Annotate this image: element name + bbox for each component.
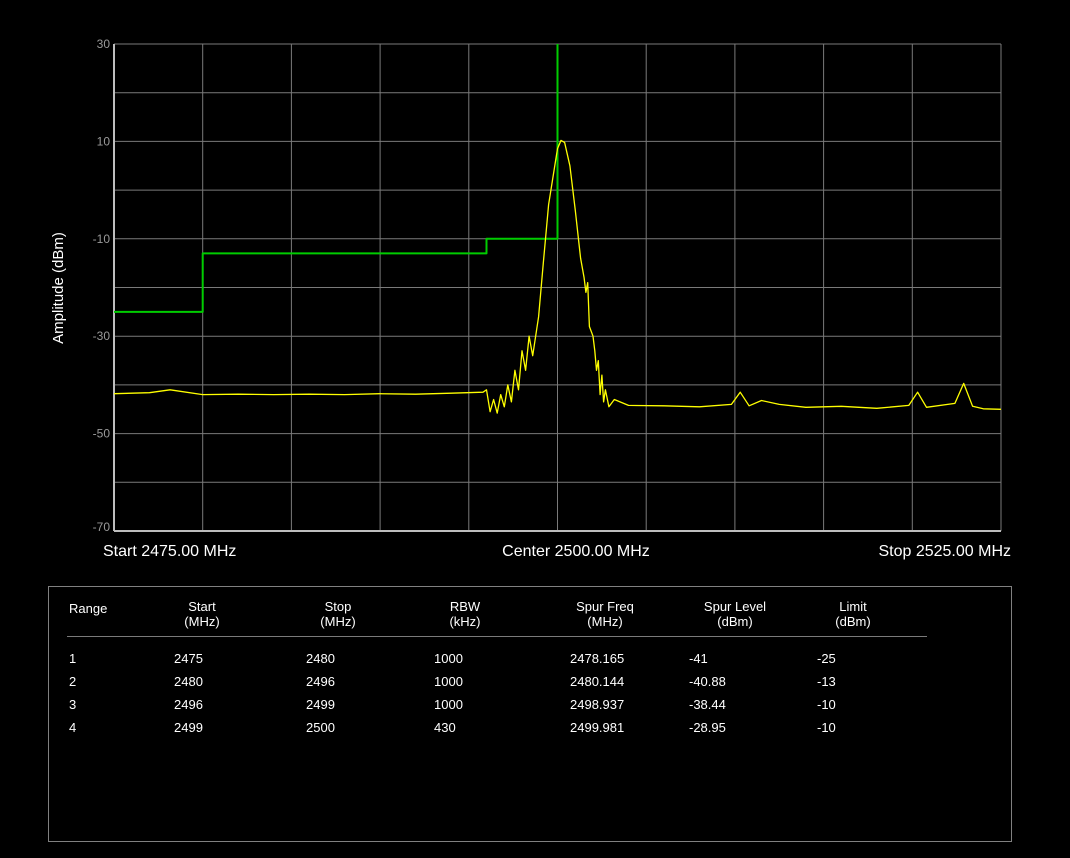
table-cell: 430 [434, 720, 456, 735]
y-tick-label: -50 [93, 427, 111, 441]
table-cell: -10 [817, 697, 836, 712]
column-header: Spur Freq (MHz) [576, 599, 634, 629]
table-cell: 2496 [306, 674, 335, 689]
y-axis-label: Amplitude (dBm) [50, 232, 67, 344]
x-center-label: Center 2500.00 MHz [502, 543, 650, 560]
y-tick-label: -70 [93, 520, 111, 534]
table-cell: -38.44 [689, 697, 726, 712]
series [113, 44, 1002, 414]
table-row: 1 2475 2480 1000 2478.165 -41 -25 [49, 651, 1011, 671]
table-row: 4 2499 2500 430 2499.981 -28.95 -10 [49, 720, 1011, 740]
table-cell: 1000 [434, 674, 463, 689]
spectrum-trace [113, 139, 1002, 414]
table-cell: 2499.981 [570, 720, 625, 735]
y-tick-label: 10 [97, 134, 111, 148]
table-cell: -41 [689, 651, 708, 666]
table-cell: 3 [69, 697, 77, 712]
table-cell: 2496 [174, 697, 203, 712]
y-tick-labels: 30 10 -10 -30 -50 -70 [93, 37, 111, 534]
table-cell: -25 [817, 651, 836, 666]
table-cell: 1000 [434, 651, 463, 666]
y-tick-label: 30 [97, 37, 111, 51]
table-cell: -28.95 [689, 720, 726, 735]
column-header: Start (MHz) [184, 599, 220, 629]
column-header: RBW (kHz) [449, 599, 481, 629]
column-header: Range [69, 601, 108, 616]
table-cell: 2500 [306, 720, 335, 735]
table-cell: 1 [69, 651, 77, 666]
table-cell: 2478.165 [570, 651, 625, 666]
column-header: Limit (dBm) [835, 599, 871, 629]
column-header: Stop (MHz) [320, 599, 356, 629]
table-row: 3 2496 2499 1000 2498.937 -38.44 -10 [49, 697, 1011, 717]
y-tick-label: -10 [93, 232, 111, 246]
table-cell: 4 [69, 720, 77, 735]
table-cell: 2 [69, 674, 77, 689]
table-cell: -40.88 [689, 674, 726, 689]
y-tick-label: -30 [93, 329, 111, 343]
table-cell: 2499 [174, 720, 203, 735]
x-start-label: Start 2475.00 MHz [103, 543, 236, 560]
spur-results-table: Range Start (MHz) Stop (MHz) RBW (kHz) Spur … [48, 586, 1012, 842]
column-header: Spur Level (dBm) [703, 599, 767, 629]
table-cell: 2480 [306, 651, 335, 666]
table-cell: 1000 [434, 697, 463, 712]
limit-line [114, 44, 559, 313]
table-cell: -10 [817, 720, 836, 735]
table-cell: 2480.144 [570, 674, 625, 689]
table-cell: 2480 [174, 674, 203, 689]
table-row: 2 2480 2496 1000 2480.144 -40.88 -13 [49, 674, 1011, 694]
x-stop-label: Stop 2525.00 MHz [878, 543, 1011, 560]
header-divider [67, 636, 927, 637]
table-cell: 2475 [174, 651, 203, 666]
spectrum-chart: 30 10 -10 -30 -50 -70 Amplitude (dBm) Start 2… [50, 37, 1011, 560]
table-cell: 2499 [306, 697, 335, 712]
table-cell: -13 [817, 674, 836, 689]
table-cell: 2498.937 [570, 697, 625, 712]
